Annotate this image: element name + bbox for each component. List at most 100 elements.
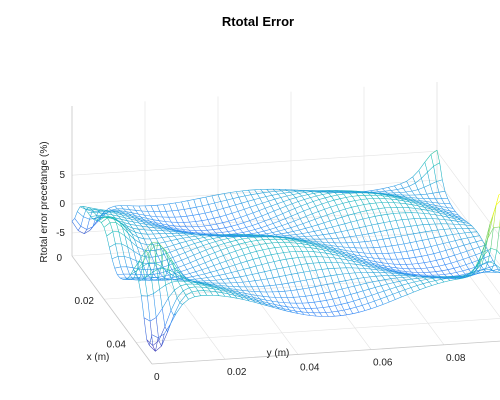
mesh-line-along-x	[325, 312, 329, 317]
mesh-line-along-x	[239, 235, 243, 237]
mesh-line-along-x	[412, 176, 416, 184]
mesh-line-along-x	[202, 283, 205, 286]
mesh-line-along-y	[308, 244, 315, 247]
mesh-line-along-x	[179, 230, 183, 232]
mesh-line-along-y	[230, 191, 237, 193]
mesh-line-along-x	[218, 237, 222, 241]
mesh-line-along-x	[313, 193, 317, 197]
mesh-line-along-x	[170, 275, 174, 280]
mesh-line-along-y	[131, 215, 138, 219]
mesh-line-along-x	[339, 210, 343, 218]
mesh-line-along-x	[342, 203, 346, 210]
mesh-line-along-x	[324, 190, 327, 192]
mesh-line-along-x	[96, 220, 100, 223]
mesh-line-along-y	[347, 300, 354, 304]
mesh-line-along-y	[452, 233, 459, 235]
mesh-line-along-x	[185, 226, 190, 231]
mesh-line-along-y	[290, 191, 297, 193]
mesh-line-along-x	[158, 340, 162, 347]
mesh-line-along-x	[445, 214, 449, 218]
mesh-line-along-x	[258, 223, 262, 228]
mesh-line-along-x	[103, 227, 107, 237]
mesh-line-along-x	[311, 191, 314, 194]
mesh-line-along-x	[89, 211, 93, 220]
mesh-line-along-y	[430, 244, 438, 247]
mesh-line-along-y	[137, 217, 144, 220]
mesh-line-along-y	[295, 233, 303, 235]
mesh-line-along-x	[208, 254, 212, 261]
mesh-line-along-y	[259, 298, 266, 301]
mesh-line-along-x	[228, 293, 232, 298]
mesh-line-along-y	[295, 195, 302, 198]
mesh-line-along-x	[201, 220, 205, 227]
mesh-line-along-x	[361, 234, 366, 242]
mesh-line-along-x	[358, 267, 362, 273]
mesh-line-along-y	[318, 208, 325, 212]
mesh-line-along-x	[260, 291, 264, 297]
mesh-line-along-x	[223, 287, 227, 290]
mesh-line-along-x	[226, 289, 230, 292]
mesh-line-along-x	[158, 243, 162, 249]
mesh-line-along-y	[182, 229, 189, 231]
mesh-line-along-y	[253, 257, 260, 260]
mesh-line-along-y	[356, 234, 363, 237]
mesh-line-along-x	[398, 195, 402, 198]
mesh-line-along-x	[214, 286, 218, 289]
mesh-line-along-y	[223, 252, 230, 256]
mesh-line-along-x	[416, 225, 420, 233]
mesh-line-along-y	[418, 262, 425, 264]
mesh-line-along-y	[181, 257, 188, 261]
mesh-line-along-y	[226, 289, 233, 291]
mesh-line-along-y	[323, 220, 330, 224]
mesh-line-along-x	[243, 269, 247, 276]
x-axis-label: x (m)	[87, 352, 110, 363]
mesh-line-along-y	[151, 334, 159, 339]
mesh-line-along-x	[313, 251, 317, 257]
mesh-line-along-y	[133, 250, 140, 256]
mesh-line-along-y	[117, 220, 124, 223]
mesh-line-along-x	[311, 295, 315, 303]
mesh-line-along-x	[442, 211, 446, 215]
mesh-line-along-x	[200, 234, 203, 236]
mesh-line-along-y	[270, 305, 278, 308]
mesh-line-along-y	[217, 255, 224, 259]
mesh-line-along-y	[172, 254, 180, 258]
mesh-line-along-x	[405, 279, 409, 284]
mesh-line-along-x	[221, 232, 225, 236]
mesh-line-along-x	[114, 268, 118, 275]
mesh-line-along-x	[188, 245, 192, 251]
mesh-line-along-x	[136, 260, 140, 270]
mesh-line-along-y	[262, 248, 269, 251]
mesh-line-along-x	[189, 221, 193, 227]
mesh-line-along-y	[257, 192, 264, 194]
mesh-line-along-x	[388, 196, 392, 200]
mesh-line-along-x	[347, 255, 351, 259]
mesh-line-along-y	[346, 196, 353, 198]
mesh-line-along-x	[452, 276, 456, 279]
mesh-line-along-x	[181, 231, 185, 233]
mesh-line-along-y	[243, 296, 251, 299]
mesh-line-along-y	[250, 294, 257, 296]
mesh-line-along-x	[194, 233, 197, 235]
mesh-line-along-y	[345, 279, 352, 281]
mesh-line-along-x	[155, 250, 159, 257]
mesh-line-along-x	[233, 237, 237, 241]
mesh-line-along-x	[472, 248, 476, 256]
mesh-line-along-y	[218, 295, 226, 297]
mesh-line-along-x	[244, 242, 249, 248]
mesh-line-along-y	[365, 263, 372, 266]
mesh-line-along-x	[479, 235, 483, 241]
mesh-line-along-x	[292, 307, 296, 312]
mesh-line-along-x	[139, 222, 143, 227]
mesh-line-along-y	[309, 242, 316, 245]
mesh-line-along-x	[142, 250, 146, 267]
mesh-line-along-y	[178, 209, 185, 211]
mesh-line-along-y	[168, 289, 175, 299]
mesh-line-along-y	[360, 282, 367, 285]
mesh-line-along-y	[304, 314, 311, 316]
mesh-line-along-x	[336, 246, 341, 250]
mesh-line-along-x	[329, 220, 333, 228]
mesh-line-along-x	[228, 220, 232, 227]
mesh-line-along-y	[180, 215, 187, 218]
mesh-line-along-y	[148, 223, 155, 226]
